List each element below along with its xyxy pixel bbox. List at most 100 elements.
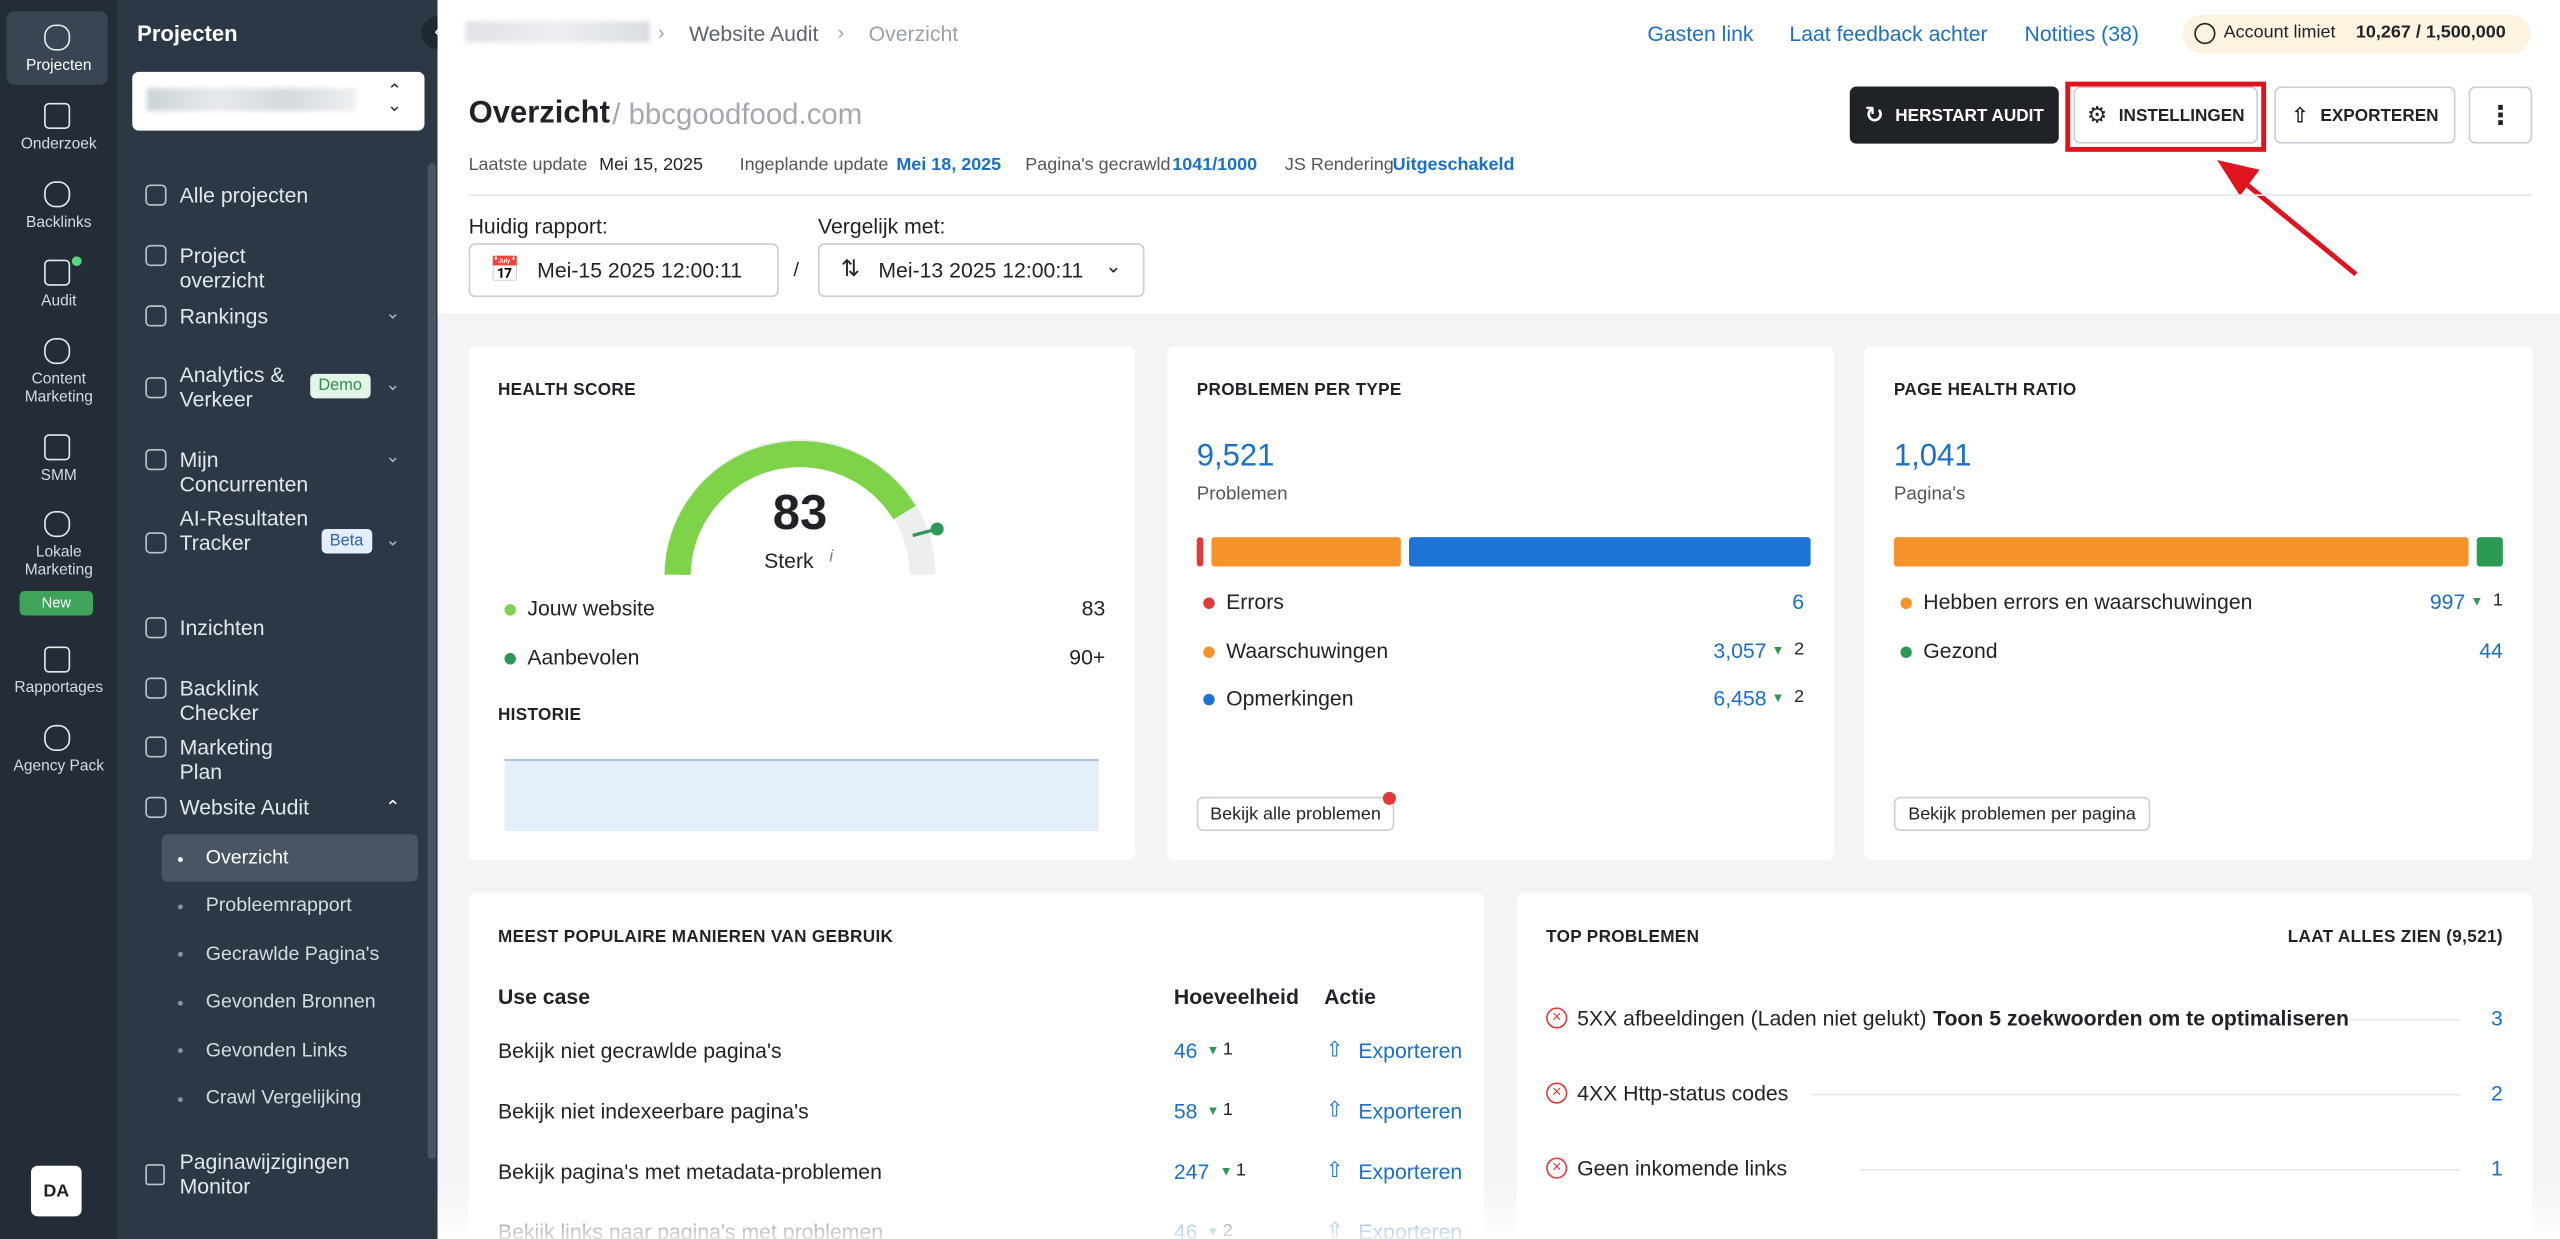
problems-button[interactable]: Bekijk alle problemen <box>1196 796 1395 832</box>
bar-segment <box>1893 537 2470 567</box>
account-pill[interactable]: Account limiet 10,267 / 1,500,000 <box>2182 14 2531 54</box>
calendar-icon: 📅 <box>489 256 521 285</box>
error-icon: × <box>1546 1082 1568 1104</box>
settings-button[interactable]: ⚙ INSTELLINGEN <box>2073 86 2258 144</box>
nav-item[interactable]: Backlink Checker <box>179 675 259 725</box>
legend-dot <box>1900 645 1912 658</box>
rail-label[interactable]: Audit <box>41 292 77 311</box>
arrow-shaft <box>2235 174 2358 277</box>
legend-dot <box>504 652 516 664</box>
blurred-crumb <box>465 21 650 43</box>
notification-dot <box>1382 791 1396 805</box>
rail-label[interactable]: Agency Pack <box>13 757 105 776</box>
sub-dot <box>177 952 183 958</box>
separator: / <box>793 257 799 281</box>
rail-label[interactable]: Backlinks <box>26 213 92 232</box>
nav-icon <box>145 1164 165 1186</box>
problem-label[interactable]: 4XX Http-status codes <box>1577 1080 1789 1106</box>
span: ⇧ <box>2291 102 2310 127</box>
export-button[interactable]: ⇧ EXPORTEREN <box>2274 86 2456 144</box>
nav-item[interactable]: Alle projecten <box>179 182 309 207</box>
nav-icon <box>145 244 167 267</box>
rail-label[interactable]: Projecten <box>25 57 92 76</box>
nav-item[interactable]: Website Audit <box>179 794 310 819</box>
top-link[interactable]: Gasten link <box>1647 21 1754 46</box>
card-title: HEALTH SCORE <box>497 380 636 400</box>
nav-item[interactable]: Mijn Concurrenten <box>179 446 309 496</box>
restart-button[interactable]: ↻ HERSTART AUDIT <box>1849 86 2059 144</box>
use-case-value[interactable]: 58 <box>1173 1098 1198 1124</box>
nav-item[interactable]: Inzichten <box>179 614 265 640</box>
active-icon-bg <box>6 11 108 85</box>
avatar[interactable]: DA <box>31 1165 82 1217</box>
compare-select[interactable]: ⇅ Mei-13 2025 12:00:11 ⌄ <box>817 243 1145 298</box>
meta-value[interactable]: Uitgeschakeld <box>1392 155 1515 175</box>
highlight-box <box>2065 81 2267 152</box>
row-value[interactable]: 3,057 <box>1713 637 1767 663</box>
export-link[interactable]: Exporteren <box>1358 1098 1463 1124</box>
nav-icon <box>145 736 167 758</box>
meta-value[interactable]: Mei 18, 2025 <box>896 155 1002 175</box>
change-arrow: ▼ <box>1206 1103 1220 1119</box>
problem-label[interactable]: 5XX afbeeldingen (Laden niet gelukt) <box>1577 1005 1927 1031</box>
breadcrumb[interactable]: Website Audit <box>688 21 819 46</box>
row-label: Gezond <box>1923 637 1998 663</box>
export-link[interactable]: Exporteren <box>1358 1038 1463 1063</box>
total-label: Problemen <box>1196 484 1288 505</box>
rail-label[interactable]: Rapportages <box>14 679 104 698</box>
divider <box>468 194 2533 196</box>
problem-value[interactable]: 3 <box>2491 1005 2503 1031</box>
more-button[interactable]: ⋮ <box>2468 86 2533 144</box>
nav-item[interactable]: Marketing Plan <box>179 733 273 783</box>
nav-item[interactable]: AI-Resultaten Tracker <box>179 505 309 555</box>
use-case[interactable]: Bekijk niet gecrawlde pagina's <box>497 1038 782 1063</box>
legend-dot <box>1900 597 1912 609</box>
error-icon: × <box>1546 1007 1568 1029</box>
health-card: HEALTH SCORE 83 Sterk i HISTORIE Jouw we… <box>468 346 1135 861</box>
nav-item[interactable]: Rankings <box>179 302 269 328</box>
problem-extra[interactable]: Toon 5 zoekwoorden om te optimaliseren <box>1933 1005 2349 1031</box>
nav-subitem[interactable]: Gecrawlde Pagina's <box>205 941 380 965</box>
current-report-select[interactable]: 📅 Mei-15 2025 12:00:11 <box>468 243 779 298</box>
rail-label[interactable]: Content Marketing <box>24 370 93 407</box>
use-case[interactable]: Bekijk niet indexeerbare pagina's <box>497 1098 809 1124</box>
nav-subitem[interactable]: Probleemrapport <box>205 893 352 917</box>
change-arrow: ▼ <box>1219 1164 1233 1179</box>
nav-item[interactable]: Paginawijzigingen Monitor <box>179 1149 350 1199</box>
row-label: Errors <box>1226 589 1284 614</box>
info-icon[interactable]: i <box>829 548 834 567</box>
row-value[interactable]: 44 <box>2479 637 2503 663</box>
nav-title: Projecten <box>137 21 238 46</box>
nav-subitem[interactable]: Overzicht <box>205 845 289 869</box>
page-health-button[interactable]: Bekijk problemen per pagina <box>1893 796 2151 832</box>
sub-dot <box>177 1000 183 1006</box>
rail-icon <box>44 724 71 752</box>
nav-subitem[interactable]: Gevonden Links <box>205 1037 348 1061</box>
change-value: 1 <box>1235 1160 1246 1181</box>
row-value[interactable]: 6 <box>1792 589 1805 614</box>
project-select[interactable]: ⌃ ⌄ <box>132 71 425 131</box>
top-link[interactable]: Laat feedback achter <box>1789 21 1988 46</box>
gauge-dot <box>930 522 944 536</box>
top-link[interactable]: Notities (38) <box>2024 21 2139 46</box>
active-sub-bg <box>161 834 418 882</box>
gauge-icon <box>2194 22 2216 45</box>
nav-subitem[interactable]: Gevonden Bronnen <box>205 989 376 1013</box>
nav-item[interactable]: Analytics & Verkeer <box>179 362 285 412</box>
problem-value[interactable]: 1 <box>2491 1155 2503 1181</box>
report-label: Huidig rapport: <box>468 213 608 239</box>
problem-value[interactable]: 2 <box>2491 1080 2503 1106</box>
rail-label[interactable]: Onderzoek <box>20 135 97 154</box>
use-case-value[interactable]: 46 <box>1173 1038 1198 1063</box>
see-all-link[interactable]: LAAT ALLES ZIEN (9,521) <box>2287 927 2503 947</box>
nav-item[interactable]: Project overzicht <box>179 242 265 292</box>
change-arrow: ▼ <box>1206 1043 1220 1058</box>
meta-value[interactable]: 1041/1000 <box>1172 155 1258 175</box>
rail-label[interactable]: Lokale Marketing <box>24 543 93 580</box>
row-value[interactable]: 997 <box>2429 589 2466 614</box>
row-value[interactable]: 6,458 <box>1713 685 1767 711</box>
nav-subitem[interactable]: Crawl Vergelijking <box>205 1085 362 1109</box>
swap-icon: ⇅ <box>840 254 860 281</box>
rail-label[interactable]: SMM <box>40 466 77 485</box>
